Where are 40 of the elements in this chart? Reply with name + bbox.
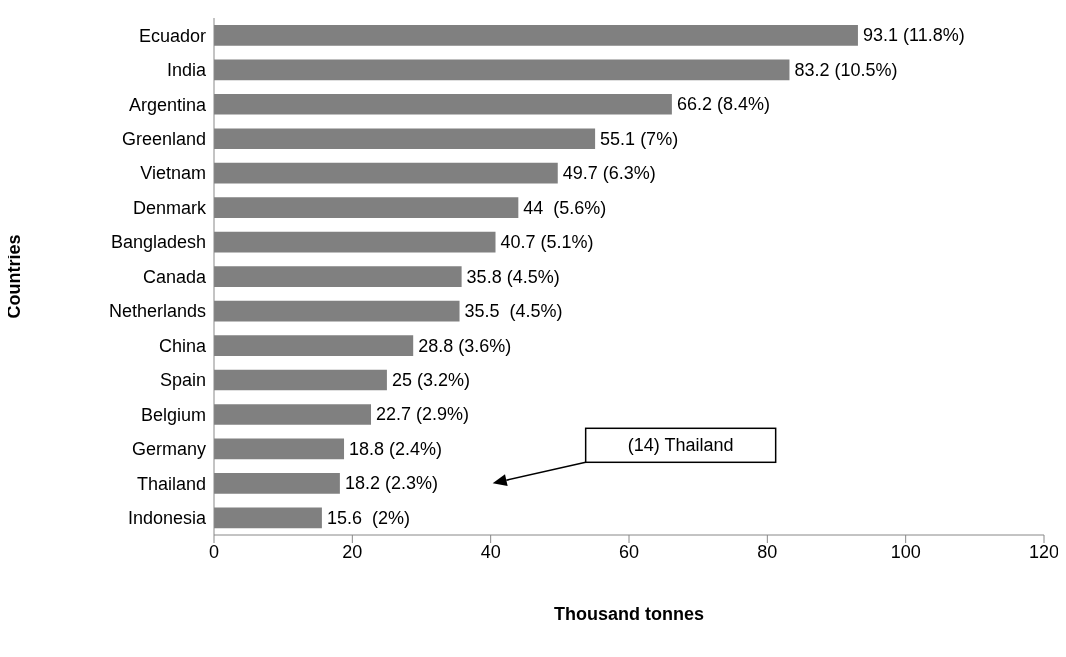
x-tick-label: 80 bbox=[757, 541, 778, 562]
y-tick-label: Bangladesh bbox=[110, 232, 206, 253]
y-tick-label: Argentina bbox=[128, 94, 207, 115]
y-tick-label: Thailand bbox=[136, 473, 206, 494]
x-tick-label: 60 bbox=[618, 541, 640, 562]
y-tick-label: Ecuador bbox=[138, 25, 206, 46]
y-tick-label: Spain bbox=[159, 370, 206, 391]
data-label: 25 (3.2%) bbox=[391, 370, 470, 391]
data-label: 28.8 (3.6%) bbox=[418, 335, 512, 356]
x-tick-label: 120 bbox=[1028, 541, 1060, 562]
y-tick-label: Netherlands bbox=[108, 301, 206, 322]
y-tick-label: Belgium bbox=[140, 404, 206, 425]
y-tick-label: Indonesia bbox=[127, 508, 207, 529]
y-tick-label: Vietnam bbox=[140, 163, 206, 184]
data-label: 18.8 (2.4%) bbox=[349, 438, 443, 459]
data-label: 49.7 (6.3%) bbox=[562, 163, 656, 184]
data-label: 35.8 (4.5%) bbox=[466, 266, 560, 287]
y-tick-label: Greenland bbox=[121, 129, 206, 150]
data-label: 66.2 (8.4%) bbox=[676, 94, 770, 115]
y-tick-label: India bbox=[166, 60, 207, 81]
y-tick-label: China bbox=[158, 335, 207, 356]
data-label: 22.7 (2.9%) bbox=[376, 404, 470, 425]
x-tick-label: 0 bbox=[208, 541, 220, 562]
x-axis-title: Thousand tonnes bbox=[554, 604, 704, 624]
data-label: 35.5 (4.5%) bbox=[464, 301, 563, 322]
x-tick-label: 40 bbox=[480, 541, 501, 562]
y-tick-label: Germany bbox=[131, 439, 206, 460]
data-label: 44 (5.6%) bbox=[523, 197, 607, 218]
x-tick-label: 20 bbox=[342, 541, 363, 562]
annotation: (14) Thailand bbox=[627, 435, 734, 456]
y-tick-label: Denmark bbox=[132, 197, 207, 218]
data-label: 83.2 (10.5%) bbox=[794, 59, 898, 80]
data-label: 93.1 (11.8%) bbox=[862, 25, 965, 46]
data-label: 18.2 (2.3%) bbox=[344, 473, 438, 494]
x-tick-label: 100 bbox=[890, 541, 921, 562]
y-axis-title: Countries bbox=[4, 234, 25, 319]
data-label: 15.6 (2%) bbox=[326, 507, 410, 528]
data-label: 40.7 (5.1%) bbox=[500, 232, 594, 253]
data-label: 55.1 (7%) bbox=[600, 128, 679, 149]
y-tick-label: Canada bbox=[142, 266, 207, 287]
